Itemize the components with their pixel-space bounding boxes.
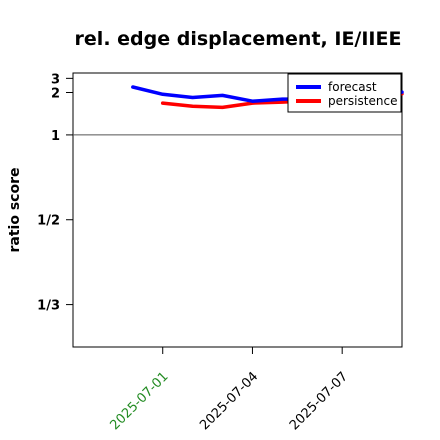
y-axis-label: ratio score [7,168,23,253]
x-tick-label: 2025-07-01 [108,369,172,433]
x-axis: 2025-07-01 2025-07-04 2025-07-07 [108,347,351,433]
y-tick-label: 1/2 [37,214,60,229]
legend-label-forecast: forecast [328,80,377,94]
plot-frame [72,72,403,348]
y-tick-label: 1/3 [37,299,60,314]
chart-title: rel. edge displacement, IE/IIEE [75,28,402,50]
x-tick-label: 2025-07-07 [287,369,351,433]
legend-label-persistence: persistence [328,94,397,108]
y-tick-label: 2 [51,86,60,101]
y-tick-label: 3 [51,72,60,87]
legend-box [287,73,402,113]
y-tick-label: 1 [51,129,60,144]
y-axis: 1/3 1/2 1 23 [37,72,73,314]
x-tick-label: 2025-07-04 [197,369,261,433]
